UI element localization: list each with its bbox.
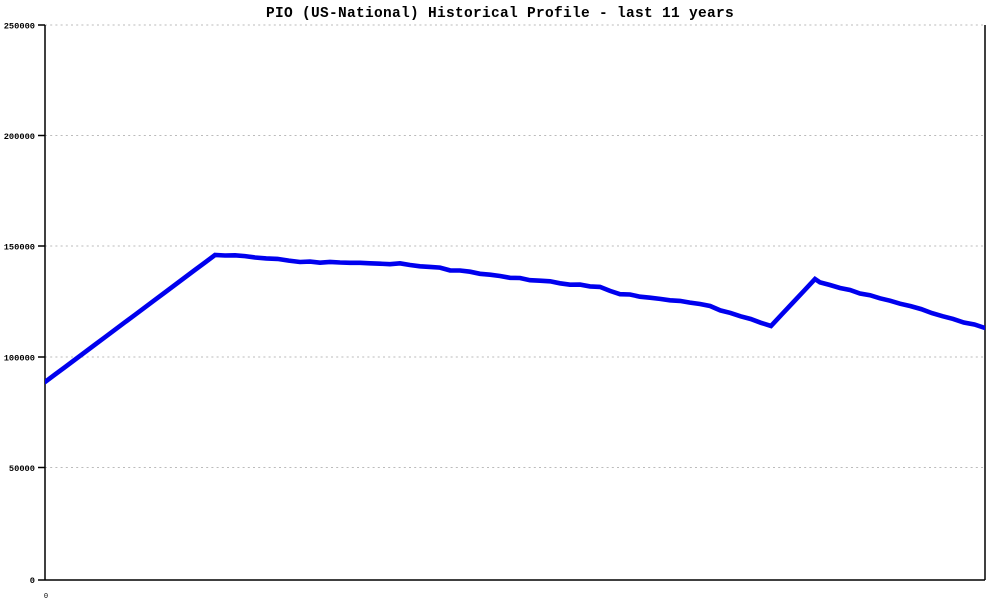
svg-text:0: 0: [44, 593, 48, 600]
svg-text:0: 0: [30, 576, 35, 586]
svg-text:250000: 250000: [4, 22, 35, 32]
svg-text:200000: 200000: [4, 132, 35, 142]
svg-text:50000: 50000: [9, 464, 35, 474]
svg-text:150000: 150000: [4, 243, 35, 253]
svg-text:100000: 100000: [4, 354, 35, 364]
